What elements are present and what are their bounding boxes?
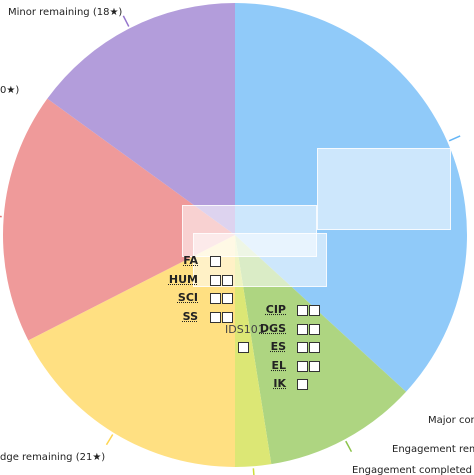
course-label: IDS101 [225, 323, 265, 336]
checkbox[interactable] [222, 311, 233, 323]
leader-line [345, 440, 353, 453]
area-code: SCI [177, 291, 198, 304]
slice-label: Engagement completed (0★ [352, 465, 474, 475]
checkbox[interactable] [210, 293, 221, 304]
checkbox[interactable] [297, 305, 308, 316]
checkbox[interactable] [210, 256, 221, 267]
slice-label: 0★) [0, 85, 19, 96]
checkbox[interactable] [309, 323, 320, 335]
checkbox[interactable] [210, 311, 221, 323]
leader-line [0, 215, 2, 218]
area-code: CIP [265, 303, 286, 316]
leader-line [448, 135, 461, 142]
area-code: IK [273, 377, 286, 390]
checkbox[interactable] [297, 360, 308, 372]
checkbox[interactable] [309, 342, 320, 353]
checkbox[interactable] [210, 274, 221, 286]
checkbox[interactable] [297, 342, 308, 353]
slice-label: Minor remaining (18★) [8, 7, 122, 18]
checkbox[interactable] [238, 342, 249, 353]
checkbox[interactable] [309, 360, 320, 372]
checkbox[interactable] [222, 293, 233, 304]
area-code: EL [271, 358, 286, 372]
checkbox[interactable] [222, 274, 233, 286]
area-code: ES [270, 340, 286, 353]
area-code: HUM [168, 272, 198, 286]
slice-label: Engagement remai [392, 444, 474, 455]
panel [317, 148, 451, 230]
pie-slice [47, 2, 235, 235]
area-code: DGS [259, 321, 286, 335]
checkbox[interactable] [297, 379, 308, 390]
checkbox[interactable] [297, 323, 308, 335]
leader-line [252, 468, 255, 475]
area-code: SS [182, 309, 198, 323]
area-code: FA [183, 254, 198, 267]
slice-label: dge remaining (21★) [0, 452, 105, 463]
slice-label: Major comp [428, 415, 474, 426]
leader-line [122, 15, 130, 27]
pie-slice [235, 235, 407, 465]
pie-slice [28, 235, 236, 467]
leader-line [105, 434, 114, 446]
checkbox[interactable] [309, 305, 320, 316]
pie-slice [235, 235, 272, 467]
pie-slice [2, 98, 235, 341]
